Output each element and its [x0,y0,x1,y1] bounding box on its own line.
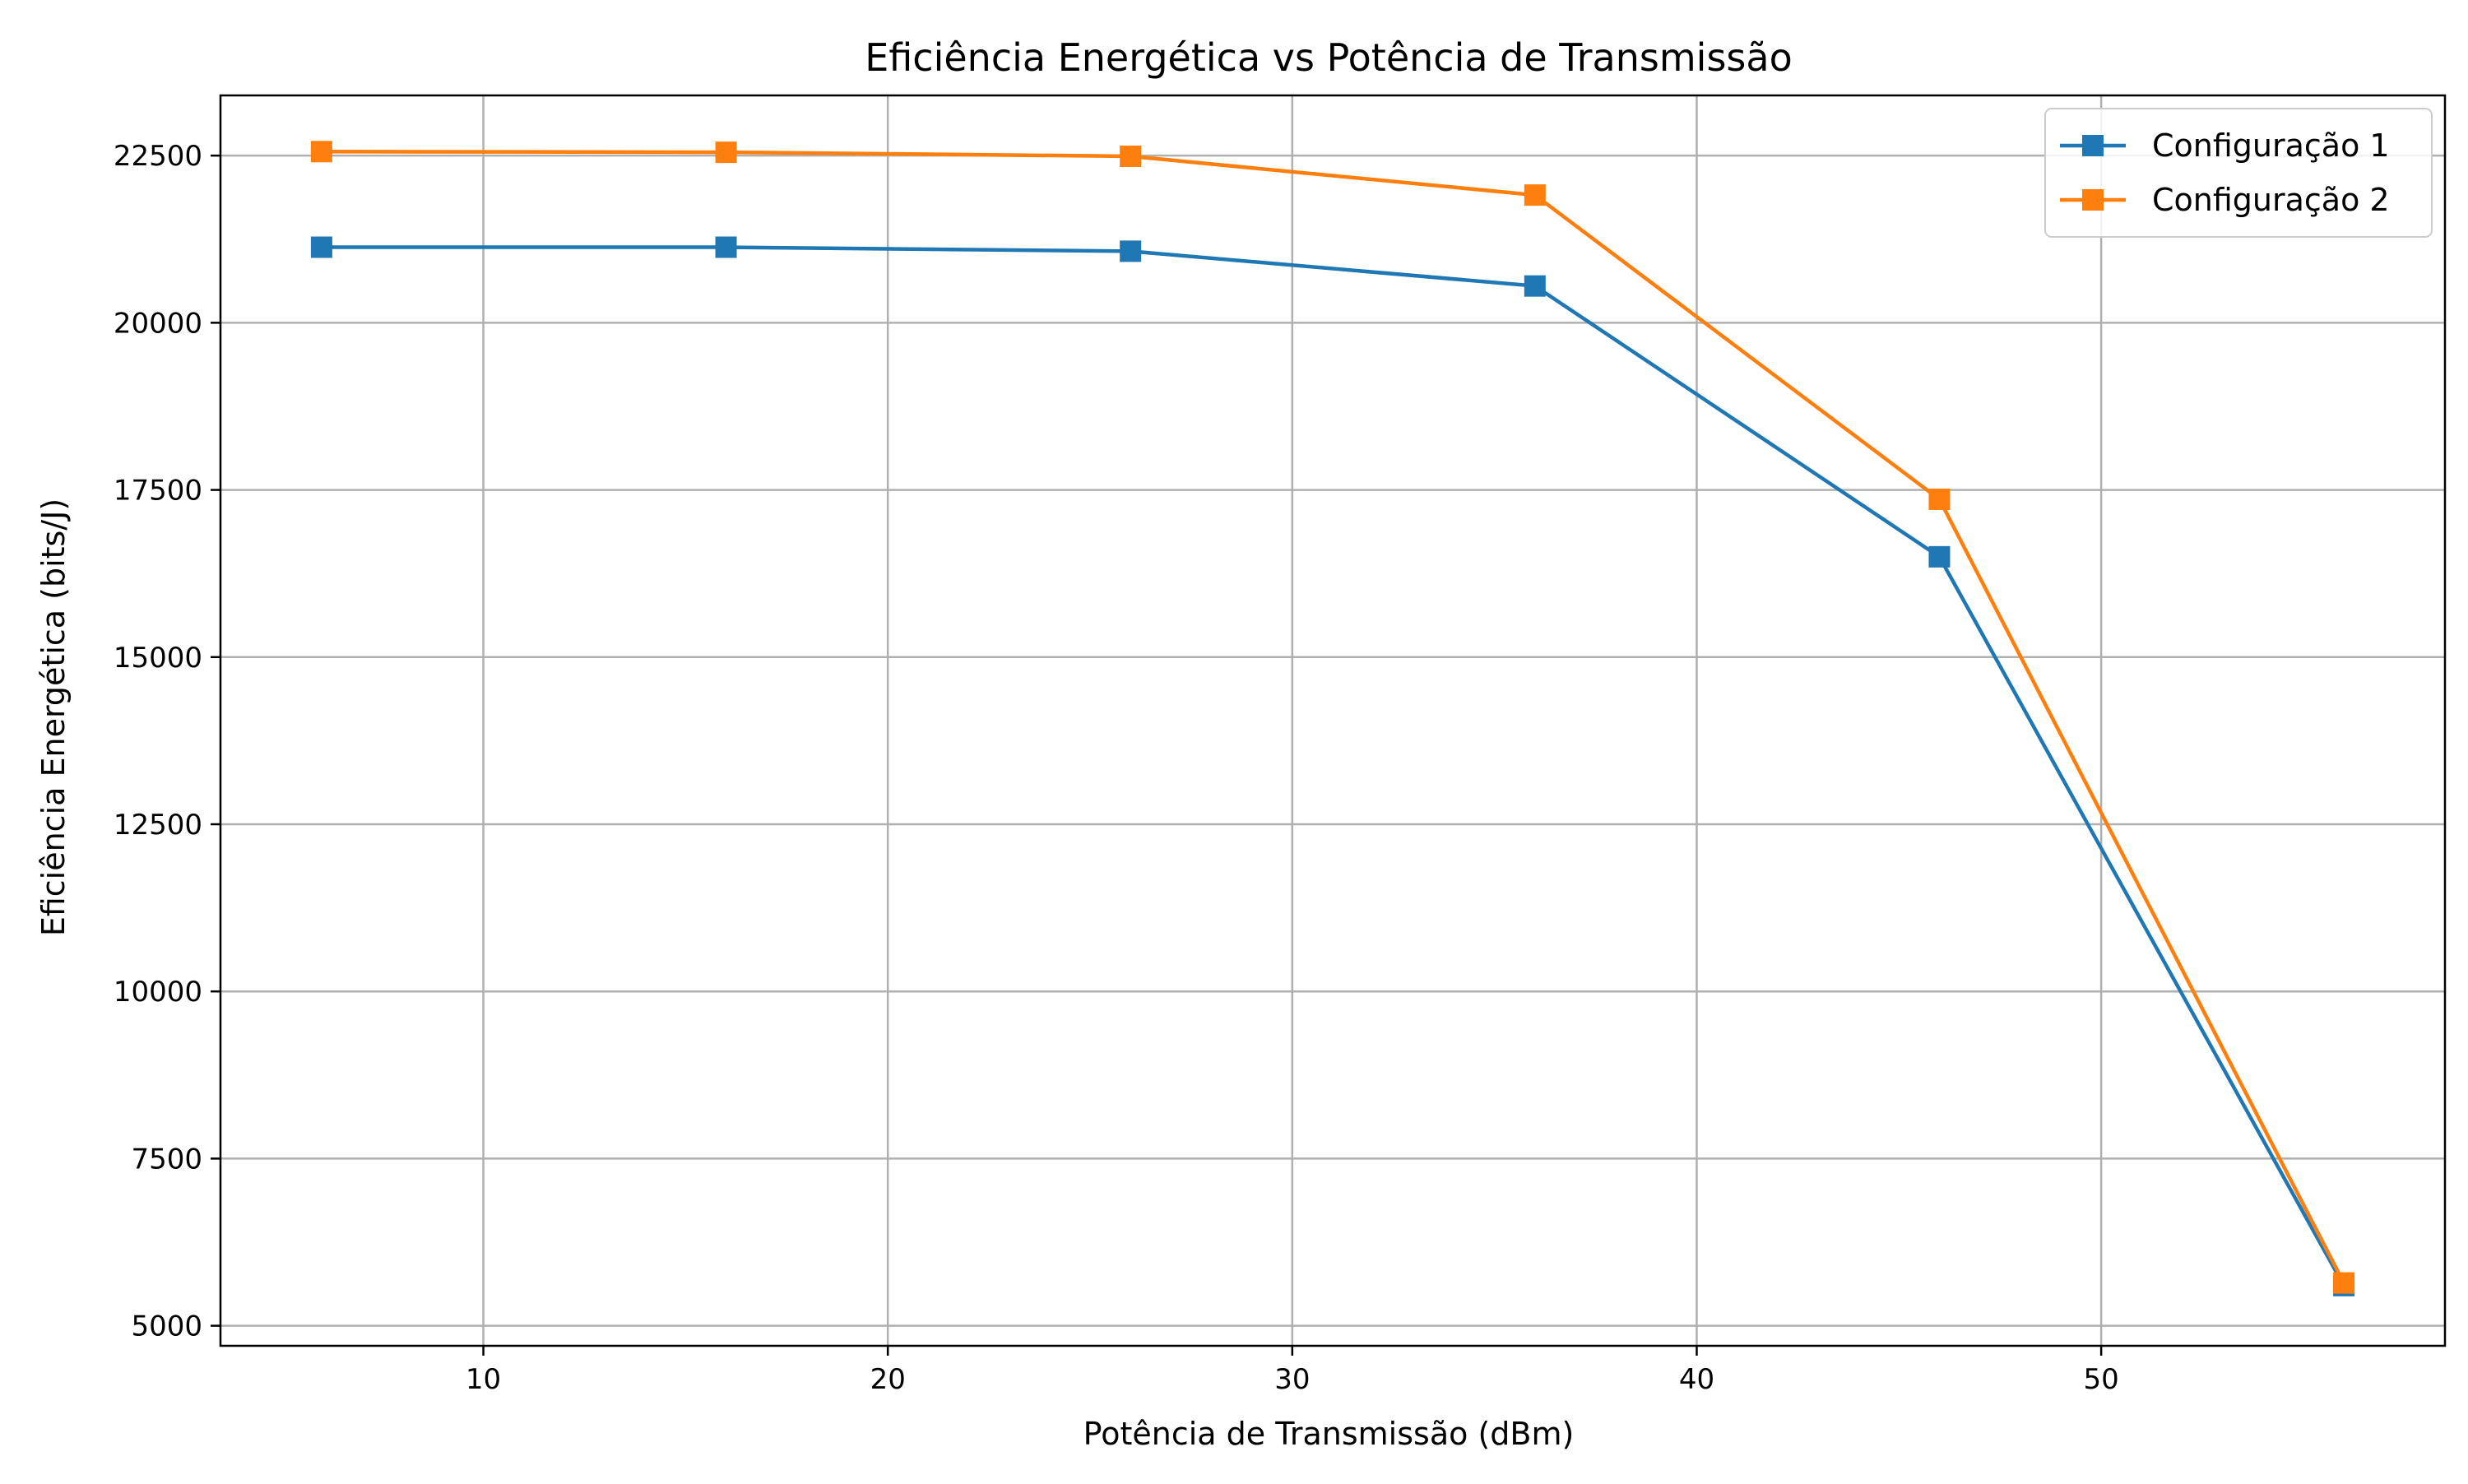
data-point [310,141,332,163]
y-tick-label: 20000 [114,307,202,340]
data-point [2333,1272,2355,1294]
x-axis-ticks: 10 20 30 40 50 [466,1346,2119,1396]
y-axis-label: Eficiência Energética (bits/J) [35,499,72,936]
data-point [310,236,332,258]
legend: Configuração 1 Configuração 2 [2044,108,2433,238]
legend-label: Configuração 2 [2152,182,2390,218]
y-tick-label: 15000 [114,642,202,675]
data-point [1928,545,1951,568]
legend-label: Configuração 1 [2152,128,2390,164]
data-point [1524,275,1546,297]
legend-item: Configuração 1 [2060,128,2390,164]
legend-marker [2082,189,2104,211]
x-tick-label: 40 [1679,1363,1714,1396]
series-1 [310,236,2355,1296]
x-tick-label: 10 [466,1363,501,1396]
y-axis-ticks: 5000 7500 10000 12500 15000 17500 20000 22500 [114,140,220,1343]
y-tick-label: 22500 [114,140,202,173]
series-line [321,150,2346,1284]
grid [220,95,2445,1346]
y-tick-label: 17500 [114,475,202,508]
data-point [715,236,737,258]
legend-item: Configuração 2 [2060,182,2390,218]
chart-title: Eficiência Energética vs Potência de Tra… [865,35,1792,80]
y-tick-label: 7500 [131,1143,202,1176]
data-point [715,141,737,164]
series-2 [310,141,2355,1294]
x-tick-label: 20 [870,1363,906,1396]
y-tick-label: 5000 [131,1310,202,1343]
y-tick-label: 10000 [114,976,202,1009]
x-tick-label: 30 [1274,1363,1310,1396]
series-layer [310,141,2355,1296]
x-axis-label: Potência de Transmissão (dBm) [1083,1416,1575,1452]
series-line [321,245,2346,1287]
data-point [1524,184,1546,206]
plot-frame [219,94,2447,1347]
legend-box [2044,108,2433,238]
legend-marker [2082,135,2104,156]
x-tick-label: 50 [2083,1363,2118,1396]
data-point [1120,240,1142,262]
data-point [1928,488,1951,510]
y-tick-label: 12500 [114,809,202,842]
data-point [1120,145,1142,167]
